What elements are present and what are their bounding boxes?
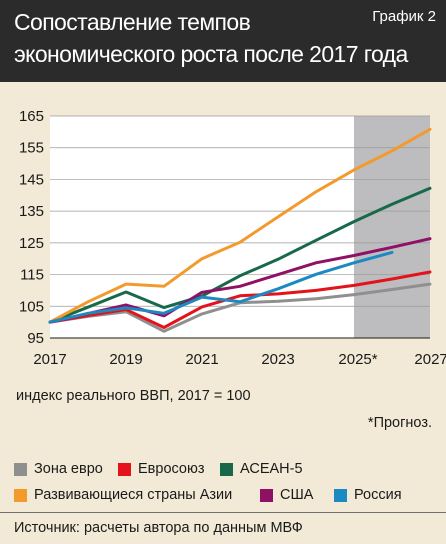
series-line-США	[48, 237, 432, 324]
forecast-band	[354, 116, 430, 338]
y-tick-label: 115	[20, 267, 44, 284]
y-tick-label: 125	[19, 235, 44, 252]
y-tick-label: 145	[19, 171, 44, 188]
legend-swatch	[14, 462, 27, 476]
legend-item: Евросоюз	[118, 459, 205, 479]
source-text: Источник: расчеты автора по данным МВФ	[14, 520, 303, 536]
x-tick-label: 2027*	[414, 351, 446, 368]
legend-label: США	[280, 487, 314, 503]
source-bar: Источник: расчеты автора по данным МВФ	[0, 512, 446, 544]
legend-swatch	[118, 462, 131, 476]
forecast-footnote: *Прогноз.	[367, 415, 432, 431]
legend-item: АСЕАН-5	[220, 459, 303, 479]
chart-header: Сопоставление темпов экономического рост…	[0, 0, 446, 82]
legend-label: Россия	[354, 487, 402, 503]
series-line-АСЕАН-5	[48, 186, 432, 324]
figure-number-badge: График 2	[372, 8, 436, 25]
y-tick-label: 105	[19, 298, 44, 315]
series-line-Россия	[48, 250, 394, 324]
line-chart: 95 105 115 125 135 145 155 165 2017 2019 2021 2023 2…	[19, 108, 446, 368]
x-tick-label: 2025*	[338, 351, 377, 368]
legend-label: Евросоюз	[138, 461, 205, 477]
y-tick-label: 135	[19, 203, 44, 220]
legend-item: США	[260, 485, 313, 505]
legend-item: Зона евро	[14, 459, 103, 479]
legend-swatch	[260, 488, 273, 502]
legend-swatch	[14, 488, 27, 502]
series-line-Евросоюз	[48, 270, 432, 329]
legend-label: Развивающиеся страны Азии	[34, 487, 233, 503]
legend-swatch	[334, 488, 347, 502]
series-line-Развивающиеся страны Азии	[48, 127, 432, 324]
x-tick-label: 2021	[185, 351, 218, 368]
x-tick-label: 2023	[261, 351, 294, 368]
legend-item: Развивающиеся страны Азии	[14, 485, 232, 505]
legend-swatch	[220, 462, 233, 476]
legend-label: АСЕАН-5	[240, 461, 303, 477]
chart-title-line-1: Сопоставление темпов	[14, 9, 251, 35]
chart-title-line-2: экономического роста после 2017 года	[14, 41, 408, 67]
y-axis-note: индекс реального ВВП, 2017 = 100	[16, 388, 251, 404]
x-tick-label: 2019	[109, 351, 142, 368]
x-tick-label: 2017	[33, 351, 66, 368]
y-tick-label: 155	[19, 140, 44, 157]
legend-item: Россия	[334, 485, 402, 505]
legend-label: Зона евро	[34, 461, 103, 477]
y-tick-label: 95	[27, 330, 44, 347]
y-tick-label: 165	[19, 108, 44, 125]
